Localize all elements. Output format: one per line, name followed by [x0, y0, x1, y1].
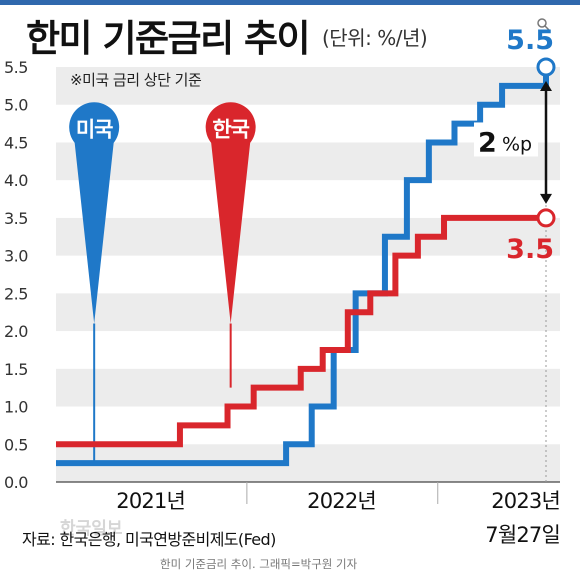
gap-label-bg: [474, 122, 538, 157]
chart-title: 한미 기준금리 추이: [26, 17, 311, 60]
grid-band: [56, 368, 560, 407]
x-tick-label: 2022년: [307, 489, 376, 513]
gap-arrow-head: [540, 81, 552, 91]
y-tick-label: 3.0: [4, 247, 28, 266]
gap-value: 2: [478, 127, 497, 158]
grid-band: [56, 67, 560, 105]
y-tick-label: 0.0: [4, 473, 28, 492]
end-marker: [536, 57, 556, 77]
x-tick-label: 2023년: [491, 489, 560, 513]
watermark: 한국일보: [60, 519, 123, 539]
y-tick-label: 3.5: [4, 209, 28, 228]
series-line: [56, 214, 546, 448]
y-tick-label: 1.0: [4, 398, 28, 417]
gap-unit: %p: [502, 133, 532, 155]
top-accent-bar: [0, 0, 580, 5]
chart-note: ※미국 금리 상단 기준: [70, 71, 202, 89]
pin-label: 미국: [76, 117, 113, 141]
pin-marker: [205, 102, 256, 324]
pin-marker: [69, 102, 120, 324]
grid-band: [56, 293, 560, 332]
credit-text: 한미 기준금리 추이. 그래픽=박구원 기자: [160, 557, 358, 571]
y-tick-label: 1.5: [4, 360, 28, 379]
y-tick-label: 0.5: [4, 435, 28, 454]
y-tick-label: 4.5: [4, 133, 28, 152]
y-tick-label: 2.5: [4, 284, 28, 303]
x-tick-label: 2021년: [116, 489, 185, 513]
end-value-label: 5.5: [506, 25, 554, 56]
x-tick-sublabel: 7월27일: [485, 523, 560, 547]
y-tick-label: 5.0: [4, 96, 28, 115]
y-tick-label: 4.0: [4, 171, 28, 190]
gap-arrow-head: [540, 193, 552, 204]
y-tick-label: 2.0: [4, 322, 28, 341]
pin-label: 한국: [212, 117, 249, 141]
series-line: [56, 67, 549, 467]
zoom-icon[interactable]: [536, 17, 550, 31]
end-marker: [536, 208, 556, 228]
chart-unit: (단위: %/년): [322, 26, 428, 50]
y-tick-label: 5.5: [4, 58, 28, 77]
grid-band: [56, 217, 560, 256]
source-text: 자료: 한국은행, 미국연방준비제도(Fed): [22, 530, 276, 549]
end-value-label: 3.5: [506, 234, 554, 265]
